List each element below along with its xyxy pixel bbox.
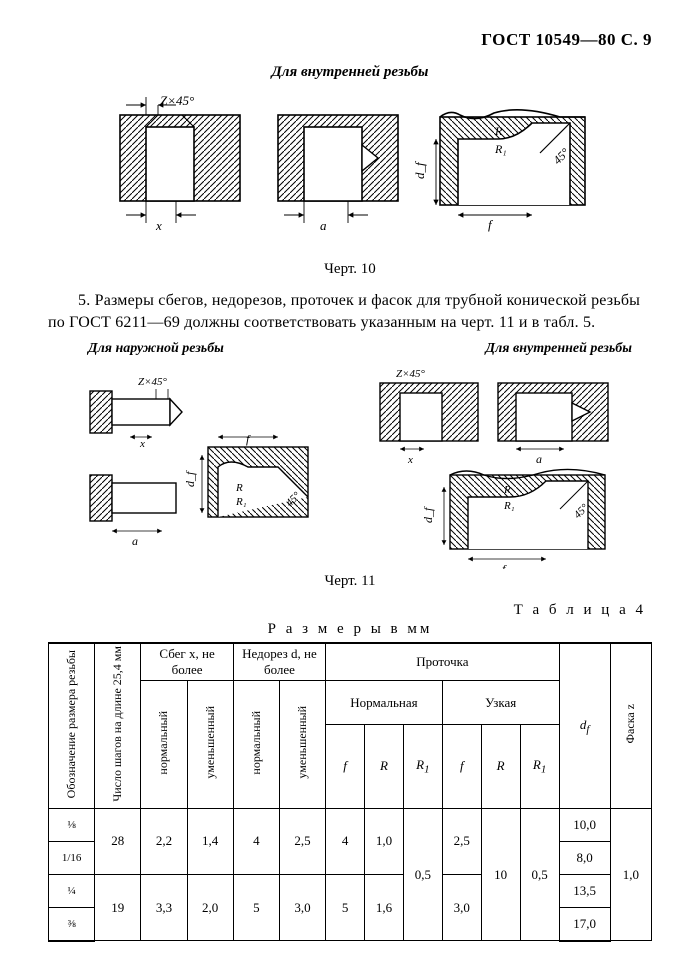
th-dred: уменьшенный	[296, 706, 309, 779]
th-size: Обозначение размера резьбы	[65, 650, 78, 798]
table-title: Р а з м е р ы в мм	[48, 621, 652, 638]
th-nR1: R1	[403, 725, 442, 809]
th-uR1: R1	[520, 725, 559, 809]
label-R1: R₁	[494, 142, 507, 156]
th-xred: уменьшенный	[204, 706, 217, 779]
th-xnorm: нормальный	[157, 711, 170, 775]
label-x: x	[155, 218, 162, 233]
svg-text:R₁: R₁	[235, 496, 247, 508]
th-nR: R	[365, 725, 404, 809]
svg-text:R₁: R₁	[503, 500, 515, 512]
th-nedorez: Недорез d, не более	[233, 643, 325, 681]
th-uzkaya: Узкая	[442, 681, 559, 725]
title-external-thread: Для наружной резьбы	[88, 341, 224, 357]
page-header: ГОСТ 10549—80 С. 9	[48, 30, 652, 50]
label-R: R	[494, 124, 503, 138]
svg-text:Z×45°: Z×45°	[138, 376, 168, 388]
caption-fig11: Черт. 11	[48, 573, 652, 590]
paragraph-5: 5. Размеры сбегов, недорезов, проточек и…	[48, 290, 652, 333]
svg-text:f: f	[502, 562, 507, 569]
title-internal-thread-2: Для внутренней резьбы	[486, 341, 632, 357]
th-uR: R	[481, 725, 520, 809]
svg-text:a: a	[132, 534, 138, 548]
svg-text:d_f: d_f	[183, 470, 197, 487]
th-dnorm: нормальный	[250, 711, 263, 775]
label-f: f	[488, 217, 494, 232]
th-df: df	[559, 643, 610, 808]
svg-text:x: x	[407, 454, 413, 466]
table-row: ¼ 19 3,3 2,0 5 3,0 5 1,6 3,0 13,5	[49, 874, 652, 907]
th-protochka: Проточка	[326, 643, 559, 681]
svg-text:R: R	[235, 482, 243, 494]
label-df: d_f	[412, 160, 427, 179]
th-n: Число шагов на длине 25,4 мм	[111, 646, 124, 802]
table-row: ⅛ 28 2,2 1,4 4 2,5 4 1,0 0,5 2,5 10 0,5 …	[49, 808, 652, 841]
svg-text:R: R	[503, 484, 511, 496]
th-nf: f	[326, 725, 365, 809]
svg-text:a: a	[536, 452, 542, 466]
th-uf: f	[442, 725, 481, 809]
svg-text:f: f	[246, 432, 251, 446]
caption-fig10: Черт. 10	[48, 261, 652, 278]
label-z45: Z×45°	[160, 93, 194, 108]
dimensions-table: Обозначение размера резьбы Число шагов н…	[48, 642, 652, 942]
svg-text:Z×45°: Z×45°	[396, 368, 426, 380]
figure-10: Z×45° x a	[48, 87, 652, 278]
label-a: a	[320, 218, 327, 233]
svg-text:x: x	[139, 438, 145, 450]
th-normalnaya: Нормальная	[326, 681, 443, 725]
table-label: Т а б л и ц а 4	[48, 602, 646, 619]
svg-text:d_f: d_f	[421, 506, 435, 523]
figure-11: Z×45° x a R	[48, 359, 652, 590]
th-faska: Фаска z	[624, 704, 637, 743]
th-sbeg: Сбег x, не более	[141, 643, 233, 681]
title-internal-thread: Для внутренней резьбы	[48, 64, 652, 81]
